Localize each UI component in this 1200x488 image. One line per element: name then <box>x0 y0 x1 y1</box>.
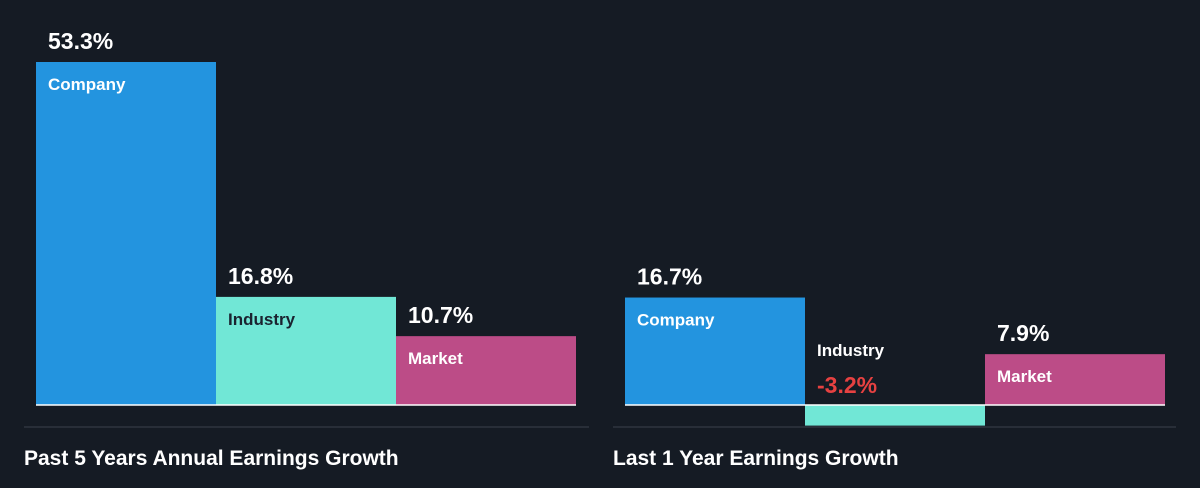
chart-last-1-year: Last 1 Year Earnings Growth 16.7% Company… <box>613 264 1176 470</box>
chart-title: Last 1 Year Earnings Growth <box>613 447 899 470</box>
value-label-market: 7.9% <box>997 320 1049 346</box>
category-label-company: Company <box>48 75 126 94</box>
bar-industry <box>216 296 396 405</box>
category-label-industry: Industry <box>228 310 296 329</box>
bar-market <box>985 354 1165 405</box>
value-label-company: 53.3% <box>48 28 113 54</box>
category-label-market: Market <box>408 349 463 368</box>
category-label-industry: Industry <box>817 341 885 360</box>
bar-industry <box>805 405 985 426</box>
bar-market <box>396 336 576 405</box>
value-label-market: 10.7% <box>408 302 473 328</box>
chart-title: Past 5 Years Annual Earnings Growth <box>24 447 399 470</box>
chart-past-5-years: Past 5 Years Annual Earnings Growth 53.3… <box>24 28 589 470</box>
bar-company <box>625 297 805 405</box>
value-label-industry: -3.2% <box>817 372 877 398</box>
value-label-company: 16.7% <box>637 264 702 290</box>
category-label-market: Market <box>997 367 1052 386</box>
bar-company <box>36 62 216 405</box>
category-label-company: Company <box>637 311 715 330</box>
value-label-industry: 16.8% <box>228 263 293 289</box>
